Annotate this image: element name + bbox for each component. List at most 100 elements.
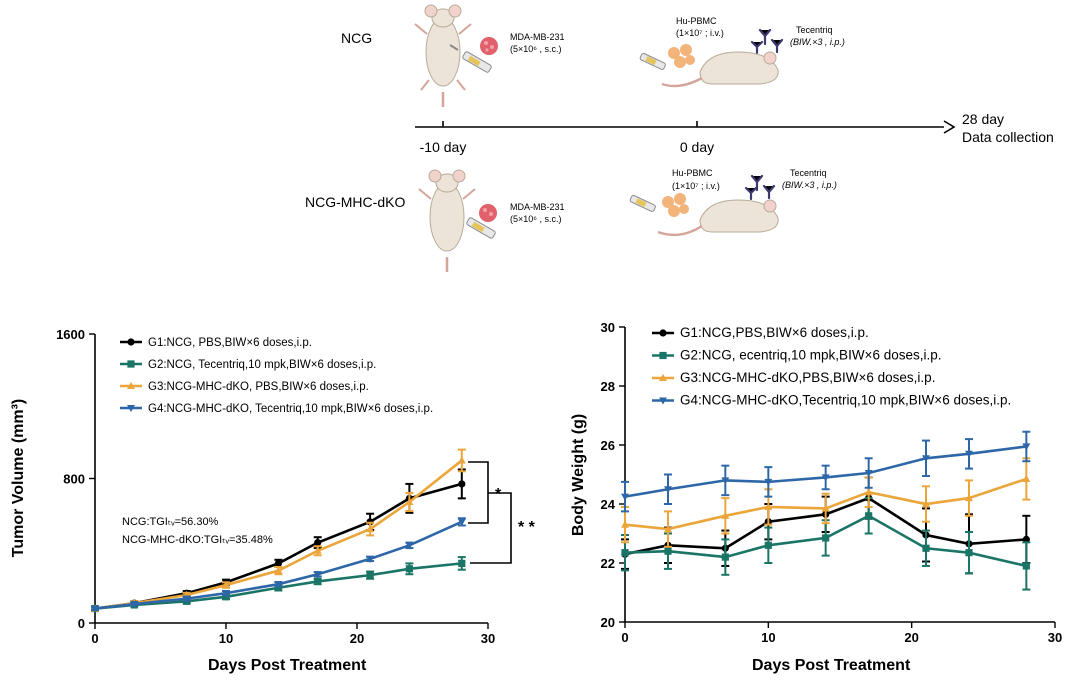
- series-g2: [621, 497, 1031, 591]
- y-tick-label: 22: [601, 556, 615, 571]
- pbmc-label-line2-row2: (1×10⁷ ; i.v.): [672, 181, 720, 191]
- mouse-hanging-icon: [414, 4, 472, 107]
- data-point: [457, 518, 466, 526]
- data-point: [130, 600, 139, 609]
- tumor-cell-icon-2: [479, 204, 497, 222]
- timeline: -10 day 0 day 28 day Data collection: [415, 111, 1054, 155]
- syringe-icon-4: [629, 194, 656, 212]
- mouse-lying-icon-2: [657, 199, 779, 237]
- data-point: [965, 450, 973, 458]
- data-point: [314, 539, 322, 547]
- data-point: [458, 480, 466, 488]
- chart2-legend: G1:NCG,PBS,BIW×6 doses,i.p. G2:NCG, ecent…: [652, 325, 1011, 408]
- syringe-icon: [449, 44, 492, 73]
- legend-swatch-marker: [127, 404, 135, 413]
- timeline-mid-label: 0 day: [680, 139, 714, 155]
- data-point: [1022, 443, 1031, 451]
- row-label-ncg: NCG: [341, 30, 372, 46]
- legend-label: G3:NCG-MHC-dKO, PBS,BIW×6 doses,i.p.: [148, 381, 369, 393]
- x-tick-label: 30: [1048, 630, 1062, 645]
- x-tick-label: 20: [904, 630, 918, 645]
- data-point: [458, 559, 466, 567]
- data-point: [621, 549, 629, 557]
- x-tick-label: 30: [481, 631, 495, 646]
- legend-swatch-marker: [659, 351, 667, 360]
- study-schematic: NCG NCG-MHC-dKO MDA-MB-231 (5×10⁶ , s.c.…: [305, 4, 1054, 272]
- series-g4: [91, 517, 466, 613]
- x-tick-label: 20: [350, 631, 364, 646]
- data-point: [274, 581, 283, 589]
- y-tick-label: 0: [78, 616, 85, 631]
- x-tick-label: 0: [91, 631, 98, 646]
- pbmc-label-line1-row2: Hu-PBMC: [672, 168, 713, 178]
- legend-label: G4:NCG-MHC-dKO, Tecentriq,10 mpk,BIW×6 d…: [148, 403, 433, 415]
- data-point: [91, 605, 99, 613]
- legend-swatch-marker: [659, 397, 667, 405]
- pbmc-label-line1: Hu-PBMC: [676, 16, 717, 26]
- data-point: [922, 544, 930, 552]
- legend-label: G2:NCG, ecentriq,10 mpk,BIW×6 doses,i.p.: [680, 348, 941, 363]
- x-tick-label: 0: [621, 630, 628, 645]
- row-label-dko: NCG-MHC-dKO: [305, 194, 405, 210]
- data-point: [864, 488, 873, 496]
- data-point: [405, 497, 414, 506]
- data-point: [865, 512, 873, 520]
- data-point: [405, 542, 414, 550]
- drug-label-line1: Tecentriq: [796, 25, 833, 35]
- body-weight-chart: 0 10 20 30 20 22 24 26 28 30 G1:NCG,PBS,BIW×6 dos…: [570, 320, 1062, 674]
- data-point: [864, 469, 873, 478]
- data-point: [274, 559, 282, 567]
- y-tick-label: 30: [601, 320, 615, 335]
- data-point: [222, 590, 230, 598]
- timeline-end-label-1: 28 day: [962, 111, 1004, 127]
- tumor-volume-chart: 0 10 20 30 0 800 1600 G1:NCG, PBS,BIW×6 doses,…: [10, 327, 536, 674]
- legend-label: G3:NCG-MHC-dKO,PBS,BIW×6 doses,i.p.: [680, 370, 935, 385]
- antibody-icon: [750, 28, 784, 55]
- data-point: [764, 478, 773, 487]
- chart2-axes: 0 10 20 30 20 22 24 26 28 30: [601, 320, 1063, 645]
- series-g4: [621, 430, 1031, 513]
- series-g3: [91, 448, 466, 612]
- tumor-injection-line1-row2: MDA-MB-231: [510, 202, 565, 212]
- data-point: [664, 486, 672, 494]
- drug-label-line2: (BIW.×3 , i.p.): [790, 37, 845, 47]
- tumor-injection-line1: MDA-MB-231: [510, 32, 565, 42]
- legend-swatch-marker: [127, 338, 135, 346]
- timeline-end-label-2: Data collection: [962, 129, 1054, 145]
- mouse-hanging-icon-2: [418, 169, 476, 272]
- legend-label: G2:NCG, Tecentriq,10 mpk,BIW×6 doses,i.p…: [148, 359, 376, 371]
- data-point: [621, 520, 629, 528]
- pbmc-label-line2: (1×10⁷ ; i.v.): [676, 28, 724, 38]
- chart2-ylabel: Body Weight (g): [570, 414, 587, 536]
- data-point: [366, 555, 375, 564]
- significance-single: *: [495, 486, 502, 503]
- data-point: [922, 455, 930, 463]
- legend-label: G4:NCG-MHC-dKO,Tecentriq,10 mpk,BIW×6 do…: [680, 393, 1011, 408]
- data-point: [313, 546, 322, 554]
- legend-swatch-marker: [659, 329, 667, 337]
- mouse-lying-icon: [661, 51, 779, 88]
- y-tick-label: 26: [601, 438, 615, 453]
- pbmc-cells-icon: [668, 44, 695, 68]
- y-tick-label: 20: [601, 615, 615, 630]
- chart1-axes: 0 10 20 30 0 800 1600: [56, 327, 495, 646]
- x-tick-label: 10: [219, 631, 233, 646]
- pbmc-cells-icon-2: [662, 193, 689, 217]
- data-point: [274, 566, 283, 574]
- y-tick-label: 1600: [56, 327, 85, 342]
- drug-label-line1-row2: Tecentriq: [790, 168, 827, 178]
- legend-swatch-marker: [659, 373, 667, 382]
- data-point: [366, 571, 374, 579]
- chart2-xlabel: Days Post Treatment: [752, 657, 911, 674]
- data-point: [366, 524, 375, 533]
- significance-brackets: * * *: [468, 461, 536, 564]
- data-point: [222, 580, 230, 589]
- y-tick-label: 800: [63, 472, 85, 487]
- chart2-series: [621, 430, 1031, 591]
- syringe-icon-3: [466, 217, 496, 239]
- timeline-start-label: -10 day: [420, 139, 467, 155]
- data-point: [182, 595, 191, 603]
- data-point: [922, 499, 930, 508]
